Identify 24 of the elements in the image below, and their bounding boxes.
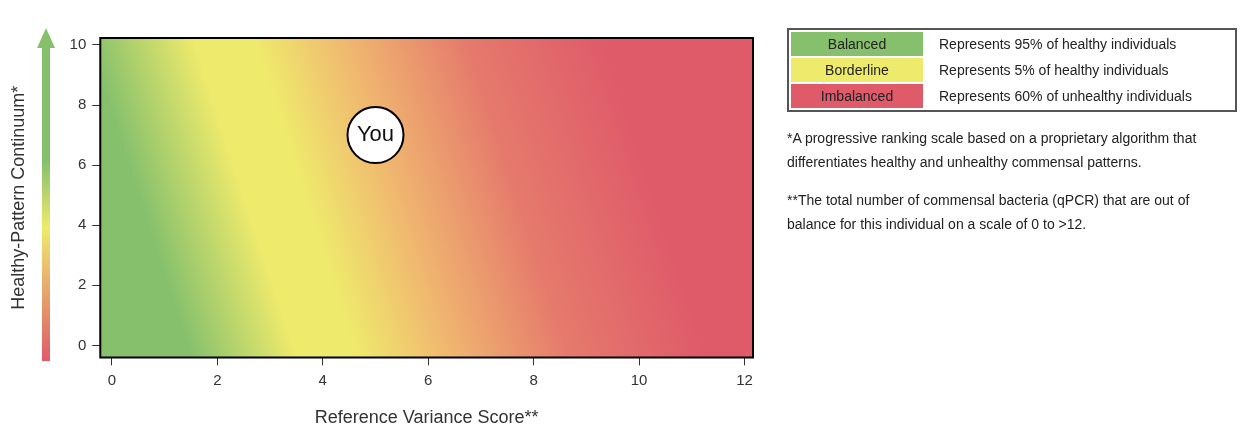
x-tick-label: 12	[736, 370, 753, 388]
x-tick-label: 10	[630, 370, 648, 388]
y-tick-label: 0	[77, 335, 87, 353]
text: Represents 5% of healthy individuals	[938, 61, 1170, 80]
text: Represents 95% of healthy individuals	[938, 35, 1178, 54]
y-tick-label: 10	[69, 35, 87, 53]
x-tick-label: 8	[529, 370, 538, 388]
text: Balanced	[791, 32, 923, 56]
x-tick-label: 2	[213, 370, 222, 388]
text: Borderline	[791, 58, 923, 82]
x-axis-title: Reference Variance Score**	[314, 407, 539, 428]
y-tick-label: 2	[77, 275, 87, 293]
annotation: You	[356, 121, 395, 147]
x-tick-label: 0	[107, 370, 117, 388]
y-tick-label: 8	[77, 95, 87, 113]
x-tick-label: 6	[424, 370, 433, 388]
text: *A progressive ranking scale based on a proprietary algorithm that differentiates healthy and unhealthy commensal patterns.	[787, 129, 1198, 172]
text: Imbalanced	[791, 84, 923, 108]
x-tick-label: 4	[318, 370, 327, 388]
y-tick-label: 6	[77, 155, 87, 173]
text: Represents 60% of unhealthy individuals	[938, 87, 1193, 106]
y-tick-label: 4	[77, 215, 87, 233]
text: **The total number of commensal bacteria (qPCR) that are out of balance for this individual on a scale of 0 to >12.	[787, 191, 1191, 234]
y-axis-title: Healthy-Pattern Continuum*	[7, 85, 28, 310]
